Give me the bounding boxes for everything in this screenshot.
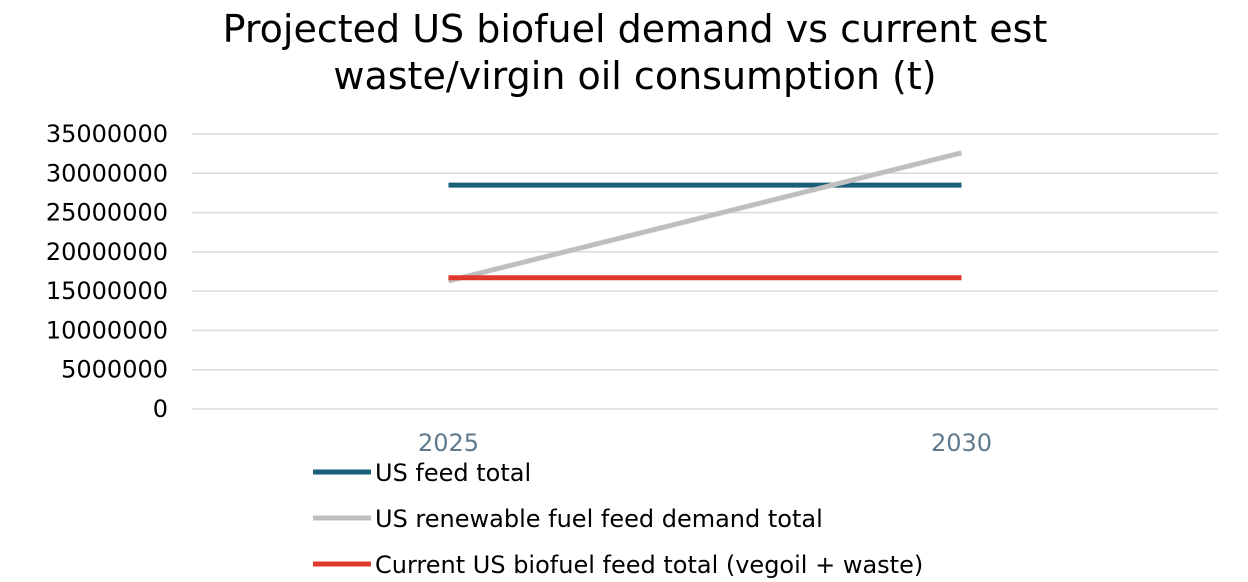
y-tick-label: 30000000 [46, 159, 168, 187]
legend-label: Current US biofuel feed total (vegoil + … [375, 551, 923, 579]
y-tick-label: 35000000 [46, 120, 168, 148]
gridlines [192, 133, 1218, 410]
chart-title-line: Projected US biofuel demand vs current e… [223, 7, 1048, 51]
y-tick-label: 15000000 [46, 277, 168, 305]
x-axis: 2025 2030 [418, 429, 992, 457]
series-line-2 [447, 150, 963, 284]
y-tick-label: 10000000 [46, 316, 168, 344]
y-tick-label: 5000000 [61, 356, 168, 384]
x-tick-label: 2025 [418, 429, 479, 457]
x-tick-label: 2030 [931, 429, 992, 457]
series-lines [447, 150, 963, 284]
y-tick-label: 25000000 [46, 199, 168, 227]
y-axis: 0 5000000 10000000 15000000 20000000 25000000… [46, 120, 168, 423]
legend: US feed total US renewable fuel feed dema… [313, 459, 923, 579]
legend-label: US renewable fuel feed demand total [375, 505, 823, 533]
chart-title-line: waste/virgin oil consumption (t) [333, 54, 936, 98]
y-tick-label: 0 [153, 395, 168, 423]
chart-title: Projected US biofuel demand vs current e… [223, 7, 1048, 98]
y-tick-label: 20000000 [46, 238, 168, 266]
legend-label: US feed total [375, 459, 531, 487]
